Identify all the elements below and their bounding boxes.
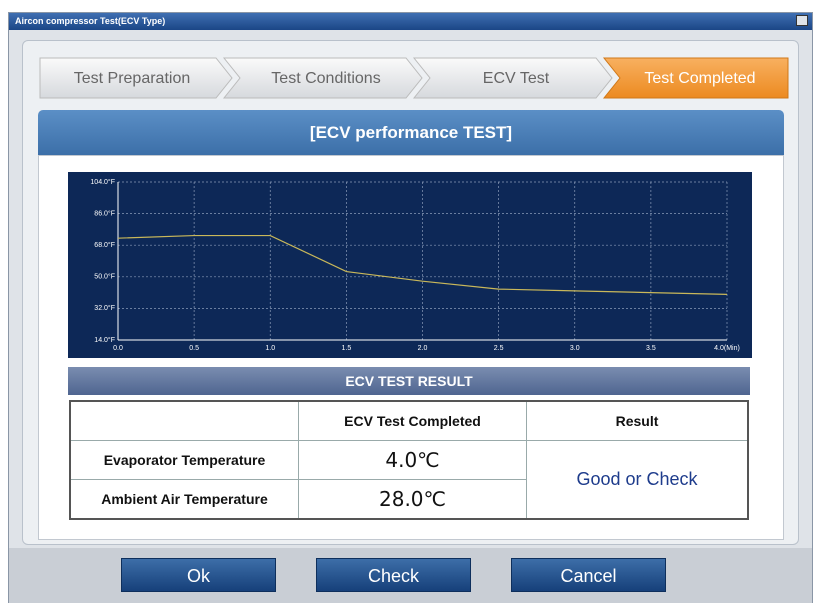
y-tick-label: 104.0°F	[90, 178, 115, 186]
y-tick-label: 50.0°F	[94, 273, 115, 281]
x-tick-label: 2.0	[418, 345, 428, 352]
row-label: Ambient Air Temperature	[69, 479, 299, 520]
step-label: ECV Test	[483, 70, 550, 87]
y-tick-label: 68.0°F	[94, 241, 115, 249]
cancel-button[interactable]: Cancel	[511, 558, 666, 592]
title-bar: Aircon compressor Test(ECV Type)	[9, 13, 812, 30]
column-header: Result	[526, 400, 749, 441]
empty-cell	[69, 400, 299, 441]
result-header: ECV TEST RESULT	[68, 367, 750, 395]
ok-button[interactable]: Ok	[121, 558, 276, 592]
window-title: Aircon compressor Test(ECV Type)	[15, 16, 166, 26]
y-tick-label: 14.0°F	[94, 336, 115, 344]
chart-background	[68, 172, 752, 358]
step-label: Test Conditions	[271, 70, 380, 87]
x-tick-label: 0.0	[113, 345, 123, 352]
check-button[interactable]: Check	[316, 558, 471, 592]
section-header: [ECV performance TEST]	[38, 110, 784, 155]
result-table: ECV Test Completed Result Evaporator Temp…	[69, 400, 749, 520]
step-active	[602, 57, 789, 99]
window-button[interactable]	[796, 15, 808, 26]
row-label: Evaporator Temperature	[69, 440, 299, 480]
x-tick-label: 3.0	[570, 345, 580, 352]
cell-value: 4.0℃	[298, 440, 527, 480]
x-tick-label: 1.5	[342, 345, 352, 352]
step	[412, 57, 613, 99]
x-tick-label: 1.0	[265, 345, 275, 352]
y-tick-label: 32.0°F	[94, 304, 115, 312]
cell-value: 28.0℃	[298, 479, 527, 520]
x-tick-label: 0.5	[189, 345, 199, 352]
step	[39, 57, 233, 99]
chart: 14.0°F 32.0°F 50.0°F 68.0°F 86.0°F 104.0°F 0.0…	[68, 172, 752, 358]
verdict: Good or Check	[526, 440, 749, 520]
x-tick-label: 3.5	[646, 345, 656, 352]
step-label: Test Preparation	[74, 70, 191, 87]
step-label: Test Completed	[644, 70, 755, 87]
x-tick-label: 4.0(Min)	[714, 345, 740, 352]
step	[222, 57, 423, 99]
x-tick-label: 2.5	[494, 345, 504, 352]
data-line	[117, 234, 728, 295]
column-header: ECV Test Completed	[298, 400, 527, 441]
y-tick-label: 86.0°F	[94, 209, 115, 217]
step-bar: Test Preparation Test Conditions ECV Tes…	[39, 57, 789, 99]
